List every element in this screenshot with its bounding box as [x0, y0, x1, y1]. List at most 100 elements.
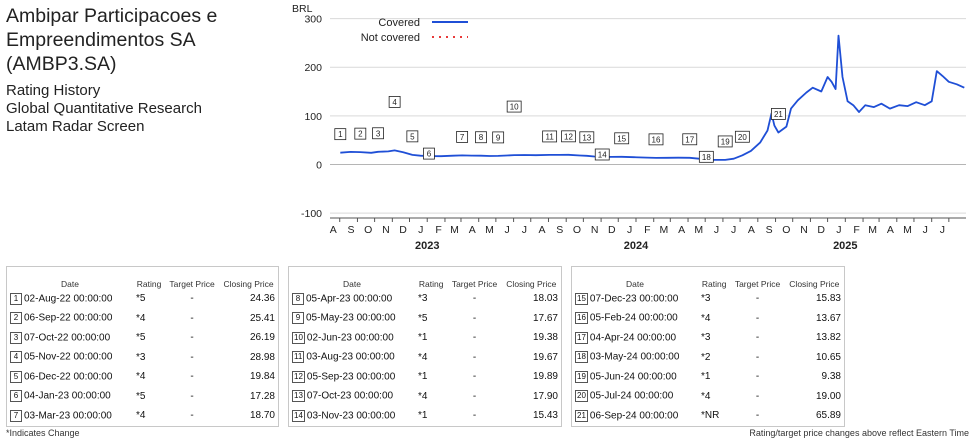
- x-tick-label: A: [678, 224, 685, 236]
- rating-marker-box: [561, 130, 576, 143]
- rating-marker-label: 1: [338, 130, 343, 139]
- date-cell: 20 05-Jul-24 00:00:00: [572, 387, 698, 407]
- x-tick-label: A: [539, 224, 546, 236]
- x-tick-label: O: [573, 224, 581, 236]
- currency-label: BRL: [292, 3, 313, 15]
- y-tick-label: 0: [316, 160, 322, 172]
- col-header-date: Date: [343, 279, 361, 289]
- row-number-box: 4: [10, 351, 22, 364]
- date-cell: 18 03-May-24 00:00:00: [572, 348, 698, 368]
- rating-marker-label: 19: [721, 137, 730, 146]
- rating-marker-label: 10: [510, 103, 519, 112]
- x-tick-label: M: [660, 224, 669, 236]
- table-row: 21 06-Sep-24 00:00:00 *NR -65.89: [572, 406, 844, 426]
- table-row: 4 05-Nov-22 00:00:00 *3-28.98: [7, 348, 278, 368]
- date-cell: 10 02-Jun-23 00:00:00: [289, 328, 415, 348]
- date-text: 03-Mar-23 00:00:00: [24, 410, 112, 422]
- rating-marker-label: 7: [460, 133, 465, 142]
- row-number-box: 14: [292, 409, 305, 422]
- table-header-row: Date Rating Target Price Closing Price: [572, 267, 844, 289]
- target-price-cell: -: [190, 410, 194, 422]
- col-header-target-price: Target Price: [734, 279, 781, 289]
- rating-cell: *4: [701, 312, 711, 324]
- row-number-box: 8: [292, 292, 304, 305]
- rating-marker-label: 3: [376, 129, 381, 138]
- rating-marker-box: [771, 108, 786, 120]
- closing-price-cell: 10.65: [815, 351, 841, 363]
- closing-price-cell: 15.43: [532, 410, 558, 422]
- table-row: 11 03-Aug-23 00:00:00 *4-19.67: [289, 348, 561, 368]
- rating-marker-box: [334, 128, 347, 141]
- row-number-box: 12: [292, 370, 305, 383]
- rating-cell: *5: [418, 312, 428, 324]
- rating-marker-box: [594, 148, 610, 161]
- row-number-box: 2: [10, 312, 22, 325]
- date-cell: 16 05-Feb-24 00:00:00: [572, 309, 698, 329]
- target-price-cell: -: [190, 293, 194, 305]
- rating-cell: *5: [136, 390, 146, 402]
- closing-price-cell: 18.70: [249, 410, 275, 422]
- rating-marker-label: 12: [564, 132, 573, 141]
- x-tick-label: M: [694, 224, 703, 236]
- row-number-box: 1: [10, 292, 22, 305]
- rating-table-1: Date Rating Target Price Closing Price 1…: [7, 267, 278, 426]
- date-text: 06-Dec-22 00:00:00: [24, 371, 113, 383]
- target-price-cell: -: [472, 351, 477, 363]
- legend-covered-label: Covered: [378, 17, 420, 29]
- x-tick-label: D: [817, 224, 825, 236]
- col-header-date: Date: [61, 279, 79, 289]
- table-row: 12 05-Sep-23 00:00:00 *1-19.89: [289, 367, 561, 387]
- rating-marker-label: 11: [545, 132, 554, 141]
- x-tick-label: N: [800, 224, 808, 236]
- rating-marker-box: [388, 96, 401, 108]
- date-text: 07-Oct-23 00:00:00: [306, 390, 394, 402]
- closing-price-cell: 28.98: [249, 351, 275, 363]
- rating-marker-box: [614, 132, 630, 145]
- date-text: 05-Jun-24 00:00:00: [589, 371, 677, 383]
- x-tick-label: J: [522, 224, 527, 236]
- rating-marker-label: 5: [410, 132, 415, 141]
- rating-marker-box: [354, 127, 367, 140]
- rating-cell: *4: [418, 351, 428, 363]
- date-cell: 1 02-Aug-22 00:00:00: [7, 289, 133, 309]
- company-name-line1: Ambipar Participacoes e: [6, 5, 218, 27]
- date-text: 05-Nov-22 00:00:00: [24, 351, 113, 363]
- date-cell: 13 07-Oct-23 00:00:00: [289, 387, 415, 407]
- closing-price-cell: 13.67: [815, 312, 841, 324]
- table-row: 17 04-Apr-24 00:00:00 *3-13.82: [572, 328, 844, 348]
- rating-table-body: 1 02-Aug-22 00:00:00 *5-24.36 2 06-Sep-22 00…: [7, 289, 278, 426]
- target-price-cell: -: [755, 390, 760, 402]
- subtitle-research-group: Global Quantitative Research: [6, 100, 202, 117]
- date-cell: 3 07-Oct-22 00:00:00: [7, 328, 133, 348]
- x-tick-label: D: [399, 224, 407, 236]
- table-row: 14 03-Nov-23 00:00:00 *1-15.43: [289, 406, 561, 426]
- date-cell: 21 06-Sep-24 00:00:00: [572, 406, 698, 426]
- x-tick-label: F: [853, 224, 859, 236]
- col-header-rating: Rating: [418, 279, 444, 289]
- x-tick-label: S: [556, 224, 563, 236]
- x-tick-label: A: [469, 224, 476, 236]
- closing-price-cell: 26.19: [249, 332, 275, 344]
- table-row: 6 04-Jan-23 00:00:00 *5-17.28: [7, 387, 278, 407]
- target-price-cell: -: [755, 351, 760, 363]
- table-row: 7 03-Mar-23 00:00:00 *4-18.70: [7, 406, 278, 426]
- rating-marker-label: 17: [685, 135, 694, 144]
- rating-cell: *4: [136, 371, 146, 383]
- date-text: 02-Jun-23 00:00:00: [306, 332, 394, 344]
- rating-marker-label: 13: [582, 133, 591, 142]
- date-text: 03-May-24 00:00:00: [589, 351, 680, 363]
- closing-price-cell: 15.83: [815, 293, 841, 305]
- year-label: 2023: [415, 240, 439, 252]
- rating-marker-box: [423, 147, 435, 160]
- rating-cell: *3: [136, 351, 146, 363]
- x-tick-label: N: [591, 224, 599, 236]
- table-row: 8 05-Apr-23 00:00:00 *3-18.03: [289, 289, 561, 309]
- target-price-cell: -: [190, 371, 194, 383]
- legend-not-covered-label: Not covered: [361, 32, 420, 44]
- rating-marker-label: 6: [427, 150, 432, 159]
- target-price-cell: -: [190, 312, 194, 324]
- row-number-box: 10: [292, 331, 305, 344]
- rating-cell: *2: [701, 351, 711, 363]
- rating-marker-label: 4: [392, 98, 397, 107]
- date-text: 04-Jan-23 00:00:00: [24, 390, 111, 402]
